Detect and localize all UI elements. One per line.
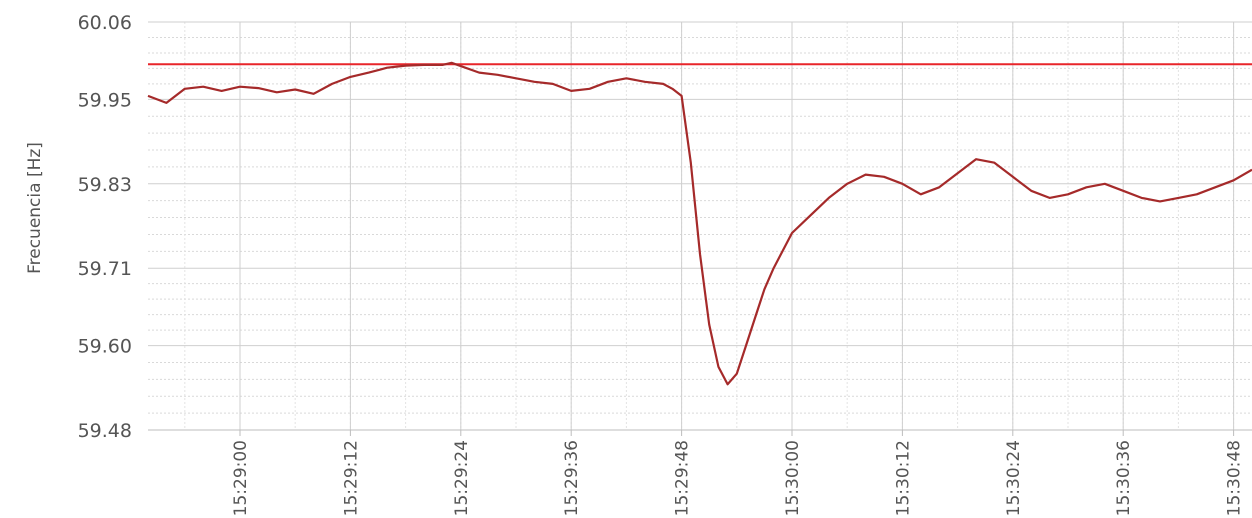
x-tick-label: 15:29:00 xyxy=(231,440,251,516)
y-axis-title: Frecuencia [Hz] xyxy=(25,142,45,274)
minor-gridlines xyxy=(148,22,1252,430)
x-tick-label: 15:30:12 xyxy=(893,440,913,516)
y-tick-label: 60.06 xyxy=(78,12,132,34)
x-tick-label: 15:30:48 xyxy=(1225,440,1245,516)
x-tick-label: 15:29:36 xyxy=(562,440,582,516)
y-tick-label: 59.83 xyxy=(78,174,132,196)
frequency-series-line xyxy=(147,61,1252,386)
y-tick-label: 59.60 xyxy=(78,336,132,358)
x-tick-label: 15:29:48 xyxy=(673,440,693,516)
x-tick-label: 15:30:36 xyxy=(1114,440,1134,516)
x-tick-label: 15:30:24 xyxy=(1004,440,1024,516)
x-axis-ticks: 15:29:00 15:29:12 15:29:24 15:29:36 15:29:48… xyxy=(231,440,1245,516)
major-gridlines xyxy=(148,21,1252,436)
x-tick-label: 15:30:00 xyxy=(783,440,803,516)
y-tick-label: 59.71 xyxy=(78,258,132,280)
y-tick-label: 59.95 xyxy=(78,89,132,111)
y-tick-label: 59.48 xyxy=(78,420,132,442)
x-tick-label: 15:29:12 xyxy=(341,440,361,516)
y-axis-ticks: 60.06 59.95 59.83 59.71 59.60 59.48 xyxy=(78,12,132,442)
x-tick-label: 15:29:24 xyxy=(452,440,472,516)
